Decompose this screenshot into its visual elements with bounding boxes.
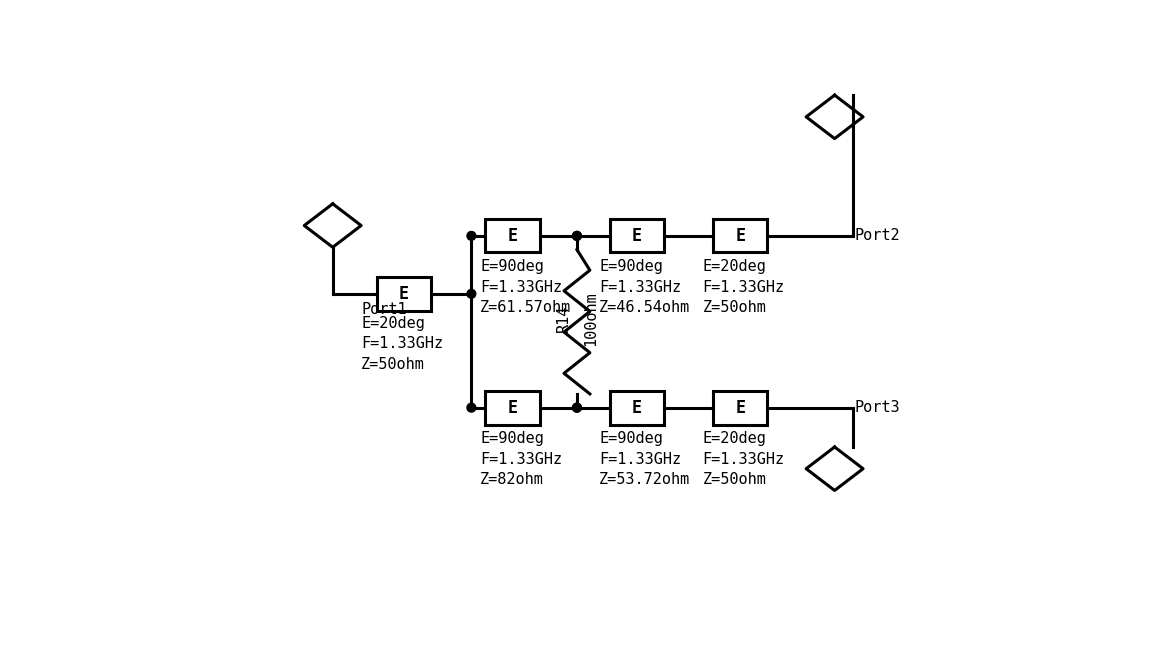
Text: E=20deg
F=1.33GHz
Z=50ohm: E=20deg F=1.33GHz Z=50ohm xyxy=(703,431,785,487)
Text: R14: R14 xyxy=(555,305,570,333)
Bar xyxy=(486,391,540,425)
Text: E=20deg
F=1.33GHz
Z=50ohm: E=20deg F=1.33GHz Z=50ohm xyxy=(703,259,785,315)
Bar xyxy=(486,219,540,253)
Text: E: E xyxy=(735,399,745,417)
Text: E: E xyxy=(631,399,642,417)
Text: E=90deg
F=1.33GHz
Z=82ohm: E=90deg F=1.33GHz Z=82ohm xyxy=(480,431,562,487)
Circle shape xyxy=(467,403,475,412)
Text: E: E xyxy=(735,226,745,245)
Bar xyxy=(376,278,430,311)
Text: E=20deg
F=1.33GHz
Z=50ohm: E=20deg F=1.33GHz Z=50ohm xyxy=(361,316,443,372)
Circle shape xyxy=(572,403,582,412)
Circle shape xyxy=(467,290,475,298)
Text: E=90deg
F=1.33GHz
Z=53.72ohm: E=90deg F=1.33GHz Z=53.72ohm xyxy=(599,431,690,487)
Text: E: E xyxy=(508,399,517,417)
Text: E=90deg
F=1.33GHz
Z=46.54ohm: E=90deg F=1.33GHz Z=46.54ohm xyxy=(599,259,690,315)
Circle shape xyxy=(572,231,582,241)
Circle shape xyxy=(467,231,475,241)
Circle shape xyxy=(572,231,582,241)
Text: E: E xyxy=(399,285,409,303)
Text: E=90deg
F=1.33GHz
Z=61.57ohm: E=90deg F=1.33GHz Z=61.57ohm xyxy=(480,259,571,315)
Bar xyxy=(713,391,767,425)
Text: Port1: Port1 xyxy=(361,302,407,317)
Circle shape xyxy=(572,403,582,412)
Bar xyxy=(609,391,664,425)
Text: E: E xyxy=(631,226,642,245)
Text: 100ohm: 100ohm xyxy=(584,291,599,346)
Text: Port2: Port2 xyxy=(855,228,900,243)
Text: Port3: Port3 xyxy=(855,400,900,415)
Bar xyxy=(609,219,664,253)
Bar xyxy=(713,219,767,253)
Text: E: E xyxy=(508,226,517,245)
